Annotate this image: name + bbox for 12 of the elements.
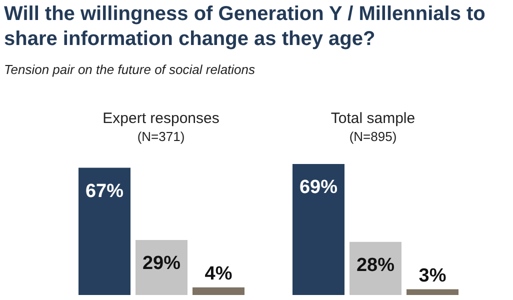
chart-title: Expert responses xyxy=(102,110,220,127)
data-label: 69% xyxy=(299,177,338,198)
chart-subtitle: (N=371) xyxy=(137,129,185,144)
text: Tension pair on the future of social relations xyxy=(4,62,256,77)
text: Will the willingness of Generation Y / Millennials to share information change as they age? xyxy=(4,2,486,52)
data-label: 28% xyxy=(356,254,395,276)
chart-title: Total sample xyxy=(330,110,416,127)
data-label: 3% xyxy=(418,265,446,286)
data-label: 4% xyxy=(204,263,232,284)
chart-subtitle: (N=895) xyxy=(349,129,397,144)
data-label: 29% xyxy=(142,252,181,274)
data-label: 67% xyxy=(85,180,124,202)
